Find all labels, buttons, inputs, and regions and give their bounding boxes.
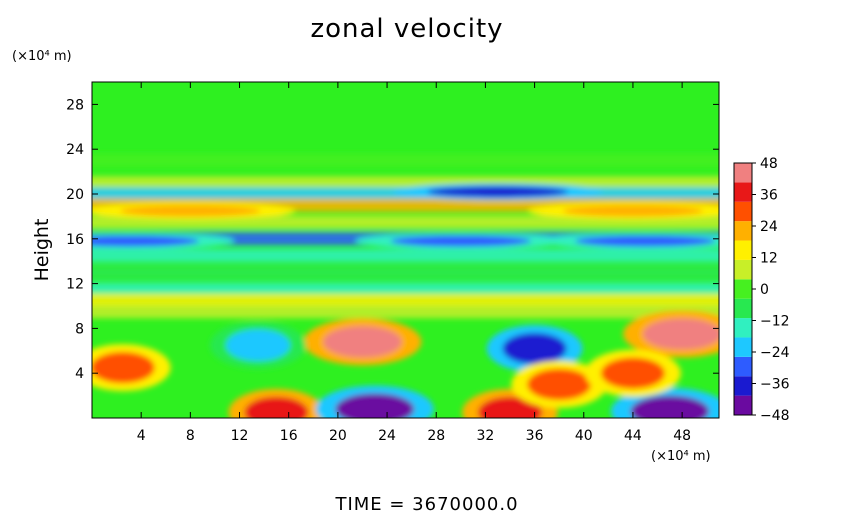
x-tick-label: 28 — [427, 428, 445, 444]
heatmap-cell — [244, 396, 309, 418]
colorbar: 48 36 24 12 0 −12 −24 −36 −48 — [733, 156, 790, 424]
x-tick-label: 44 — [624, 428, 642, 444]
heatmap-cell — [574, 235, 716, 247]
heatmap-cell — [92, 235, 200, 247]
heatmap-band — [92, 153, 719, 168]
y-unit-label: (×10⁴ m) — [12, 49, 72, 64]
colorbar-label: −48 — [760, 408, 790, 424]
heatmap-layer — [92, 153, 719, 418]
colorbar-label: 24 — [760, 219, 778, 235]
colorbar-segment — [734, 318, 752, 338]
colorbar-segment — [734, 163, 752, 183]
colorbar-segment — [734, 337, 752, 357]
y-tick-label: 16 — [66, 232, 84, 248]
heatmap-band — [92, 215, 719, 229]
heatmap-band — [92, 293, 719, 308]
heatmap-cell — [226, 329, 290, 361]
time-label: TIME = 3670000.0 — [335, 494, 519, 515]
y-tick-label: 12 — [66, 277, 84, 293]
y-tick-label: 28 — [66, 97, 84, 113]
colorbar-label: 36 — [760, 188, 778, 204]
heatmap-cell — [502, 332, 567, 365]
heatmap-cell — [390, 235, 532, 247]
colorbar-segment — [734, 221, 752, 241]
heatmap-cell — [478, 396, 542, 418]
heatmap-cell — [427, 186, 569, 198]
colorbar-segment — [734, 395, 752, 415]
colorbar-segment — [734, 182, 752, 202]
colorbar-label: 0 — [760, 282, 769, 298]
colorbar-label: −12 — [760, 314, 790, 330]
colorbar-segment — [734, 259, 752, 280]
heatmap-cell — [92, 351, 155, 384]
plot-frame — [91, 81, 720, 419]
colorbar-segment — [734, 376, 752, 396]
colorbar-segment — [734, 298, 752, 319]
y-tick-label: 24 — [66, 142, 84, 158]
x-tick-label: 32 — [476, 428, 494, 444]
colorbar-label: 48 — [760, 156, 778, 172]
y-axis-label: Height — [31, 219, 53, 282]
colorbar-segment — [734, 279, 752, 299]
x-tick-label: 16 — [280, 428, 298, 444]
colorbar-segment — [734, 240, 752, 260]
colorbar-label: 12 — [760, 251, 778, 267]
heatmap-band — [92, 248, 719, 263]
heatmap-cell — [562, 205, 704, 217]
heatmap-cell — [323, 326, 402, 358]
colorbar-label: −36 — [760, 377, 790, 393]
x-tick-label: 12 — [231, 428, 249, 444]
heatmap-band — [92, 265, 719, 280]
heatmap-cell — [600, 357, 665, 389]
x-tick-label: 4 — [137, 428, 146, 444]
x-tick-label: 24 — [378, 428, 396, 444]
heatmap-cell — [642, 318, 719, 350]
colorbar-segment — [734, 356, 752, 377]
y-tick-label: 4 — [75, 366, 84, 382]
x-tick-label: 36 — [526, 428, 544, 444]
colorbar-segment — [734, 201, 752, 222]
colorbar-label: −24 — [760, 345, 790, 361]
x-unit-label: (×10⁴ m) — [651, 449, 711, 464]
x-tick-label: 48 — [673, 428, 691, 444]
chart-title: zonal velocity — [310, 14, 504, 44]
x-axis: 4 8 12 16 20 24 28 32 36 40 44 48 — [137, 82, 691, 444]
y-axis: 4 8 12 16 20 24 28 — [66, 97, 719, 382]
heatmap-band — [92, 304, 719, 319]
y-tick-label: 20 — [66, 187, 84, 203]
heatmap-band — [92, 282, 719, 296]
x-tick-label: 20 — [329, 428, 347, 444]
x-tick-label: 8 — [186, 428, 195, 444]
heatmap-cell — [630, 395, 710, 418]
heatmap-cell — [527, 368, 592, 401]
heatmap-cell — [335, 393, 415, 418]
heatmap-cell — [120, 205, 261, 217]
y-tick-label: 8 — [75, 321, 84, 337]
x-tick-label: 40 — [575, 428, 593, 444]
